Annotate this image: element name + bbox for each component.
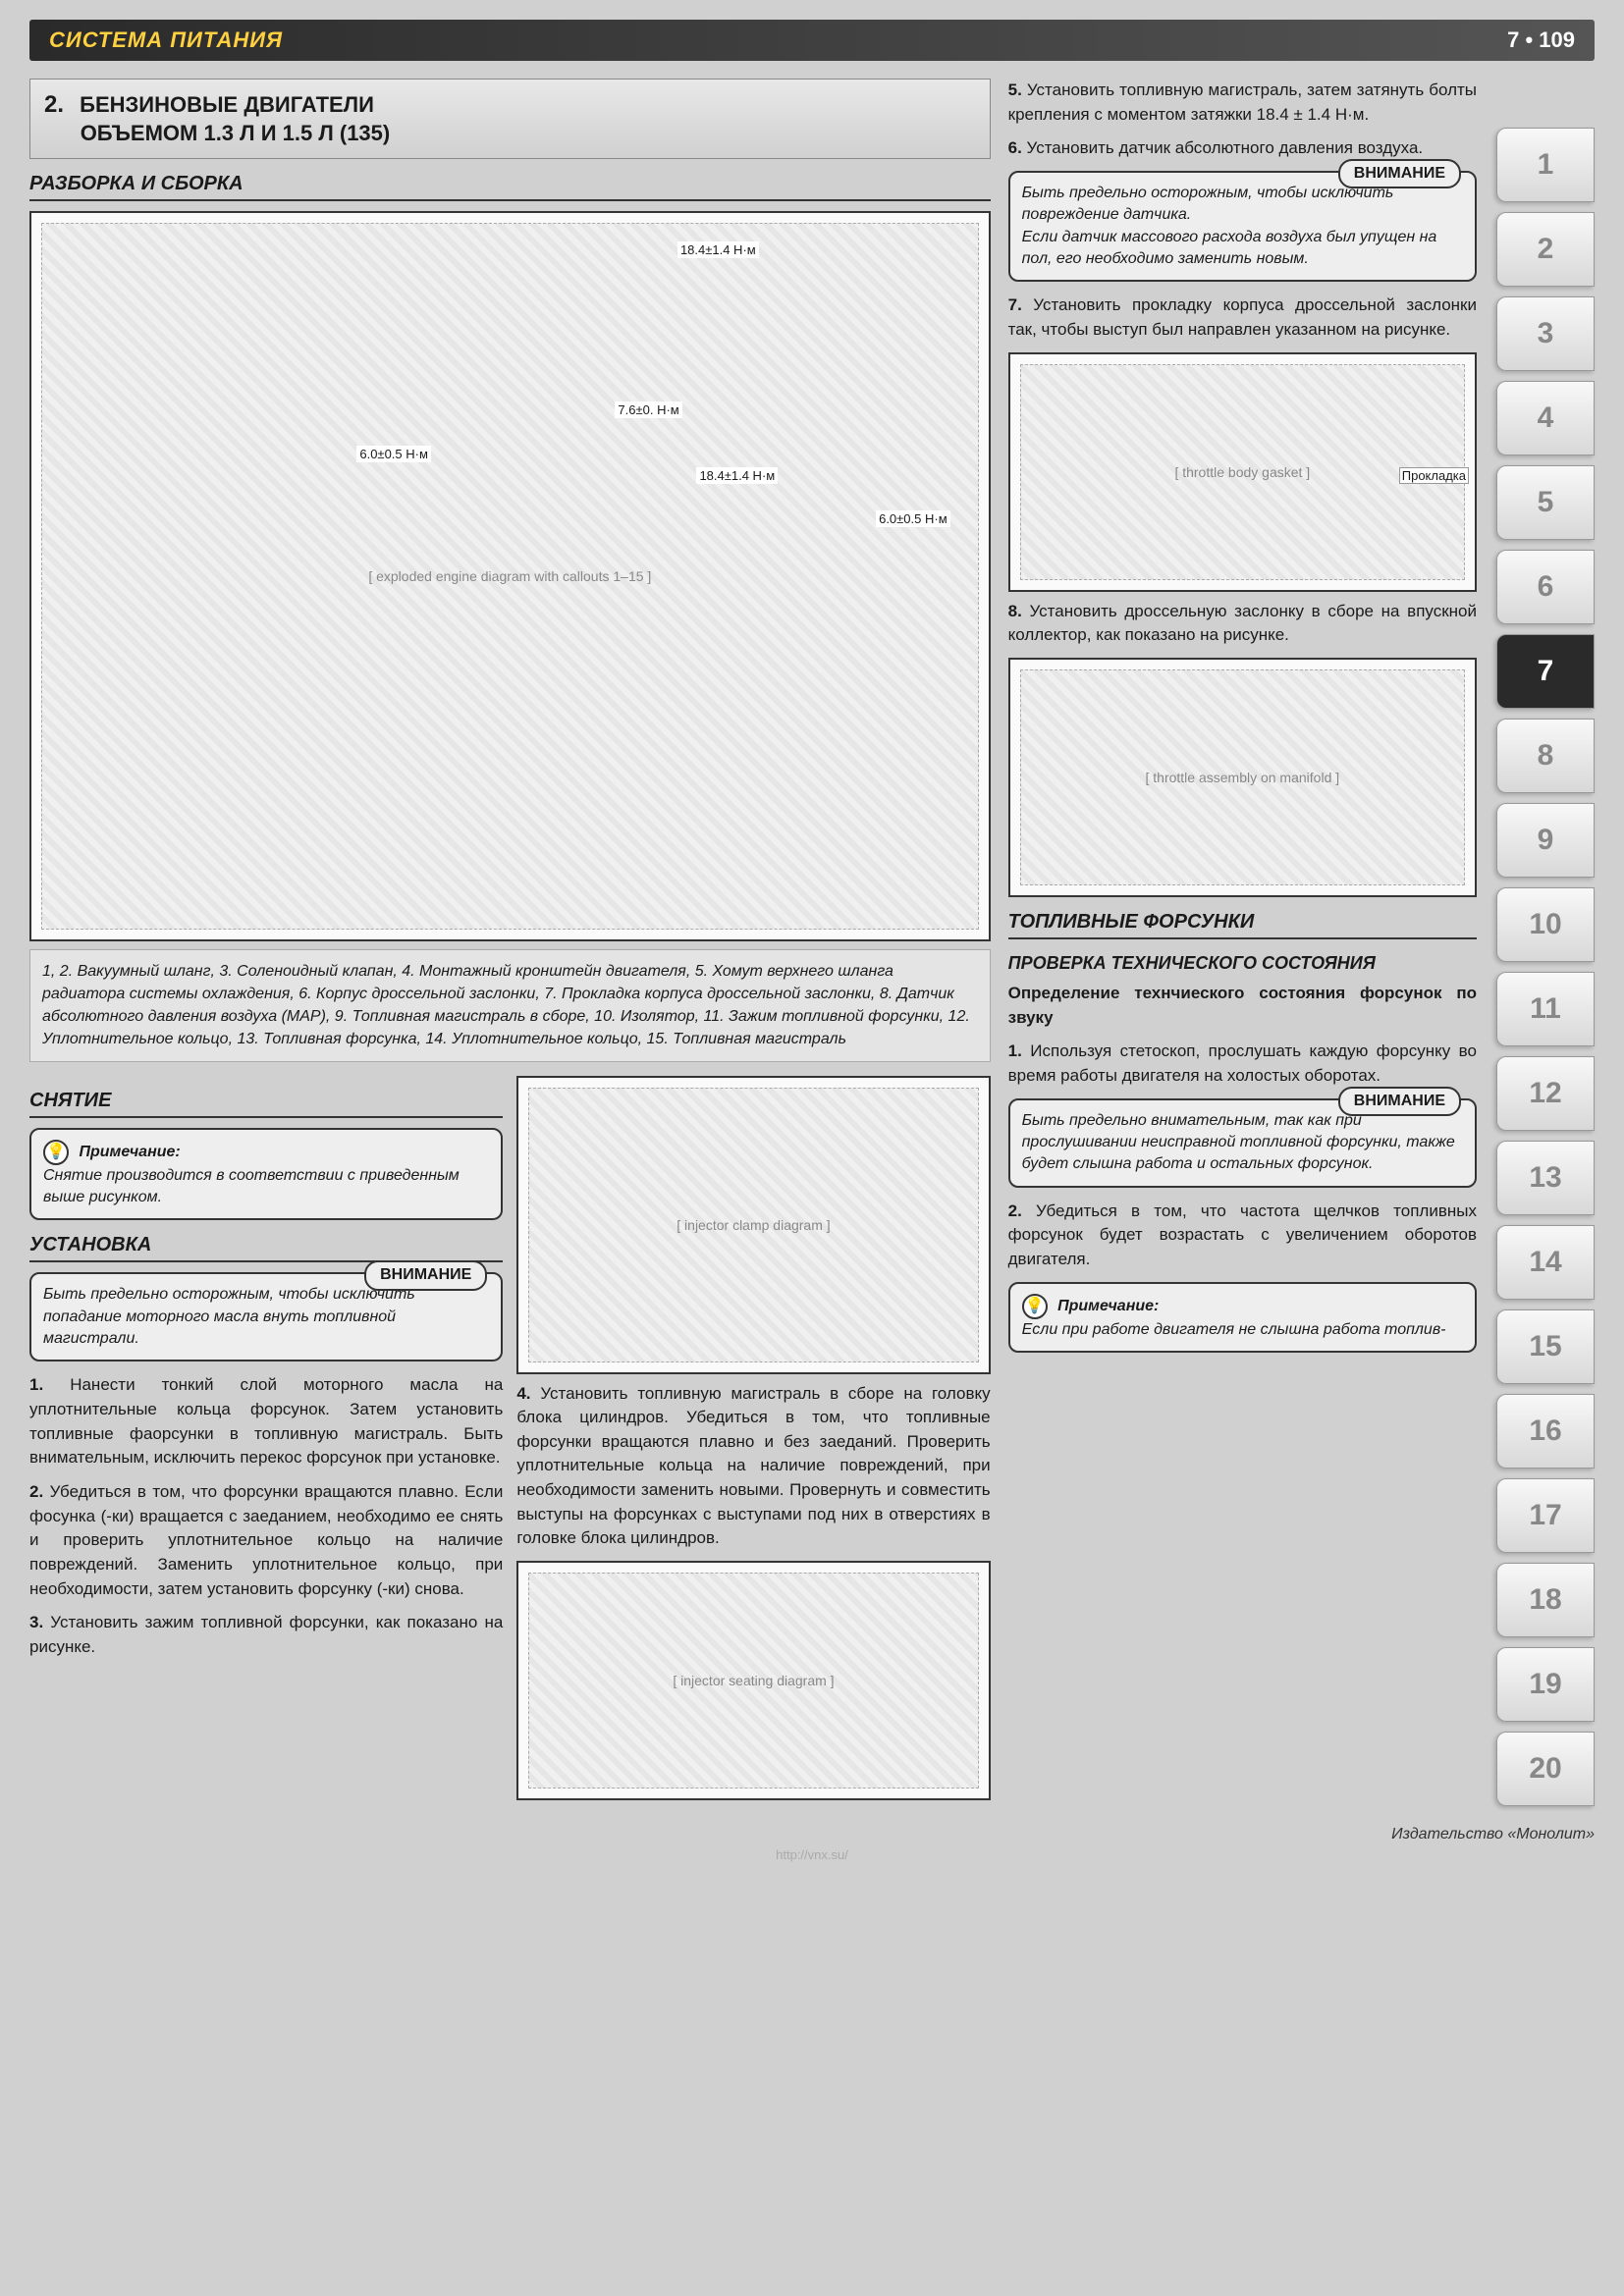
chapter-tab-10[interactable]: 10 xyxy=(1496,887,1595,962)
chapter-tab-6[interactable]: 6 xyxy=(1496,550,1595,624)
diagram-legend: 1, 2. Вакуумный шланг, 3. Соленоидный кл… xyxy=(29,949,991,1062)
check-heading: ПРОВЕРКА ТЕХНИЧЕСКОГО СОСТОЯНИЯ xyxy=(1008,953,1477,974)
chapter-tab-13[interactable]: 13 xyxy=(1496,1141,1595,1215)
injector-diagram-2: [ injector seating diagram ] xyxy=(516,1561,990,1800)
exploded-engine-diagram: [ exploded engine diagram with callouts … xyxy=(29,211,991,941)
install-step-6: 6. Установить датчик абсолютного давлени… xyxy=(1008,136,1477,161)
attention-sound: ВНИМАНИЕ Быть предельно внимательным, та… xyxy=(1008,1098,1477,1188)
bulb-icon: 💡 xyxy=(1022,1294,1048,1319)
chapter-tab-9[interactable]: 9 xyxy=(1496,803,1595,878)
chapter-tab-14[interactable]: 14 xyxy=(1496,1225,1595,1300)
sound-step-1: 1. Используя стетоскоп, прослушать кажду… xyxy=(1008,1040,1477,1088)
install-step-7: 7. Установить прокладку корпуса дроссель… xyxy=(1008,294,1477,342)
install-step-4: 4. Установить топливную магистраль в сбо… xyxy=(516,1382,990,1551)
injectors-heading: ТОПЛИВНЫЕ ФОРСУНКИ xyxy=(1008,911,1477,939)
throttle-assembly-diagram: [ throttle assembly on manifold ] xyxy=(1008,658,1477,897)
throttle-gasket-diagram: [ throttle body gasket ] Прокладка xyxy=(1008,352,1477,592)
chapter-tab-4[interactable]: 4 xyxy=(1496,381,1595,455)
chapter-tab-17[interactable]: 17 xyxy=(1496,1478,1595,1553)
page-number: 7 • 109 xyxy=(1507,27,1575,53)
removal-heading: СНЯТИЕ xyxy=(29,1090,503,1118)
chapter-tab-8[interactable]: 8 xyxy=(1496,719,1595,793)
install-step-8: 8. Установить дроссельную заслонку в сбо… xyxy=(1008,600,1477,648)
chapter-tab-12[interactable]: 12 xyxy=(1496,1056,1595,1131)
install-heading: УСТАНОВКА xyxy=(29,1234,503,1262)
attention-install: ВНИМАНИЕ Быть предельно осторожным, чтоб… xyxy=(29,1272,503,1362)
section-title: СИСТЕМА ПИТАНИЯ xyxy=(49,27,283,53)
note-removal: 💡 Примечание: Снятие производится в соот… xyxy=(29,1128,503,1221)
disassembly-heading: РАЗБОРКА И СБОРКА xyxy=(29,173,991,201)
chapter-tab-7[interactable]: 7 xyxy=(1496,634,1595,709)
chapter-tab-18[interactable]: 18 xyxy=(1496,1563,1595,1637)
page-header: СИСТЕМА ПИТАНИЯ 7 • 109 xyxy=(29,20,1595,61)
chapter-tabs: 1234567891011121314151617181920 xyxy=(1496,128,1595,1806)
install-step-3: 3. Установить зажим топливной форсунки, … xyxy=(29,1611,503,1659)
injector-diagram-1: [ injector clamp diagram ] xyxy=(516,1076,990,1374)
chapter-tab-11[interactable]: 11 xyxy=(1496,972,1595,1046)
install-step-5: 5. Установить топливную магистраль, зате… xyxy=(1008,79,1477,127)
bulb-icon: 💡 xyxy=(43,1140,69,1165)
install-step-1: 1. Нанести тонкий слой моторного масла н… xyxy=(29,1373,503,1470)
sound-step-2: 2. Убедиться в том, что частота щелчков … xyxy=(1008,1200,1477,1272)
chapter-tab-5[interactable]: 5 xyxy=(1496,465,1595,540)
publisher-footer: Издательство «Монолит» xyxy=(29,1826,1595,1843)
section-2-heading: 2. БЕНЗИНОВЫЕ ДВИГАТЕЛИ ОБЪЕМОМ 1.3 Л И … xyxy=(29,79,991,159)
chapter-tab-20[interactable]: 20 xyxy=(1496,1732,1595,1806)
chapter-tab-19[interactable]: 19 xyxy=(1496,1647,1595,1722)
sound-check-subhead: Определение технчиеского состояния форсу… xyxy=(1008,982,1477,1030)
chapter-tab-15[interactable]: 15 xyxy=(1496,1309,1595,1384)
chapter-tab-3[interactable]: 3 xyxy=(1496,296,1595,371)
chapter-tab-2[interactable]: 2 xyxy=(1496,212,1595,287)
note-engine-sound: 💡 Примечание: Если при работе двигателя … xyxy=(1008,1282,1477,1353)
watermark: http://vnx.su/ xyxy=(29,1847,1595,1862)
attention-sensor: ВНИМАНИЕ Быть предельно осторожным, чтоб… xyxy=(1008,171,1477,283)
install-step-2: 2. Убедиться в том, что форсунки вращают… xyxy=(29,1480,503,1601)
chapter-tab-16[interactable]: 16 xyxy=(1496,1394,1595,1468)
chapter-tab-1[interactable]: 1 xyxy=(1496,128,1595,202)
